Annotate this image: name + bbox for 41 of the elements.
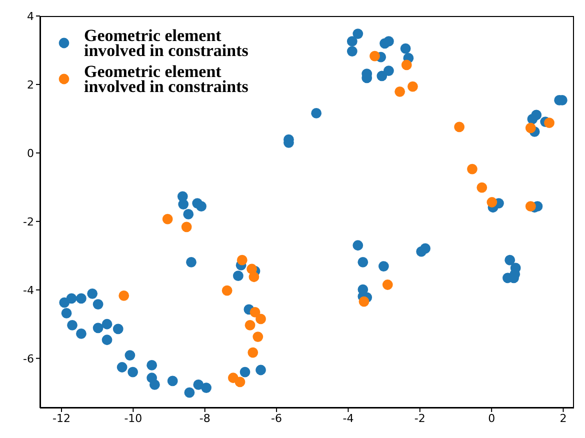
legend-label: Geometric element involved in constraints (84, 26, 250, 60)
point (250, 306, 260, 318)
point (358, 296, 370, 307)
legend-label: Geometric element involved in constraints (84, 62, 250, 96)
point (525, 201, 536, 212)
x-tick-label: -12 (52, 412, 70, 425)
point (234, 376, 246, 388)
y-tick-label: 4 (27, 10, 34, 23)
point (467, 164, 478, 174)
point (525, 122, 536, 134)
y-tick-label: -6 (23, 352, 34, 366)
point (248, 347, 258, 358)
point (476, 182, 488, 193)
point (382, 280, 393, 290)
y-tick-label: 0 (27, 146, 34, 160)
point (222, 285, 232, 296)
x-tick-label: -8 (199, 412, 210, 425)
point (256, 314, 266, 324)
x-tick-label: -10 (124, 412, 142, 425)
x-tick-label: -4 (342, 412, 354, 425)
point (408, 81, 418, 92)
y-tick-label: -4 (23, 284, 34, 297)
point (244, 320, 256, 330)
point (252, 332, 264, 342)
point (401, 60, 412, 70)
x-tick-label: -2 (414, 412, 426, 425)
point (162, 214, 173, 224)
y-tick-label: 2 (27, 78, 34, 92)
point (544, 118, 554, 128)
point (370, 50, 380, 62)
point (118, 290, 130, 301)
x-tick-label: 2 (560, 412, 567, 425)
y-tick-label: -2 (23, 215, 34, 228)
point (486, 197, 498, 208)
x-tick-label: 0 (488, 412, 496, 425)
point (394, 86, 406, 97)
x-tick-label: -6 (271, 412, 282, 425)
point (236, 254, 248, 266)
point (248, 272, 260, 282)
point (181, 222, 192, 232)
point (454, 122, 465, 132)
